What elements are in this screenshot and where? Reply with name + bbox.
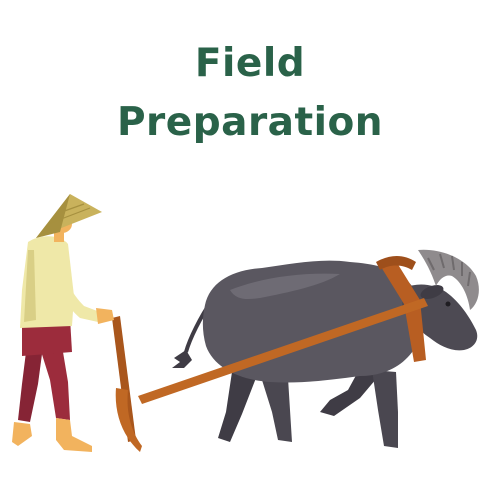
farmer-hand xyxy=(96,308,114,324)
buffalo-tail-tuft xyxy=(172,350,192,368)
title-line-preparation: Preparation xyxy=(116,100,384,145)
farmer-pants xyxy=(22,318,72,356)
farmer-front-leg xyxy=(40,346,70,420)
farmer-back-foot xyxy=(12,422,32,446)
farmer-shirt-shade xyxy=(24,250,36,322)
farmer-hat-shade xyxy=(36,194,70,238)
plow-beam xyxy=(138,298,428,404)
buffalo-yoke-top xyxy=(376,256,416,270)
buffalo-icon xyxy=(172,249,479,448)
farmer-icon xyxy=(12,194,114,452)
buffalo-eye xyxy=(445,301,451,307)
plow-share xyxy=(115,388,142,452)
buffalo-front-leg-far xyxy=(320,368,382,416)
plow-icon xyxy=(112,298,428,452)
buffalo-back-leg-near xyxy=(262,378,292,442)
farmer-arm xyxy=(48,254,100,322)
buffalo-ear xyxy=(420,285,444,299)
farmer-back-leg xyxy=(18,352,42,422)
buffalo-yoke xyxy=(378,258,426,362)
buffalo-back-leg-far xyxy=(218,372,256,442)
title-line-field: Field xyxy=(194,41,306,86)
buffalo-horn xyxy=(418,249,479,310)
buffalo-front-leg-near xyxy=(372,370,398,448)
farmer-front-foot xyxy=(56,418,92,452)
buffalo-body-highlight xyxy=(230,273,340,300)
plow-handle xyxy=(112,316,136,442)
